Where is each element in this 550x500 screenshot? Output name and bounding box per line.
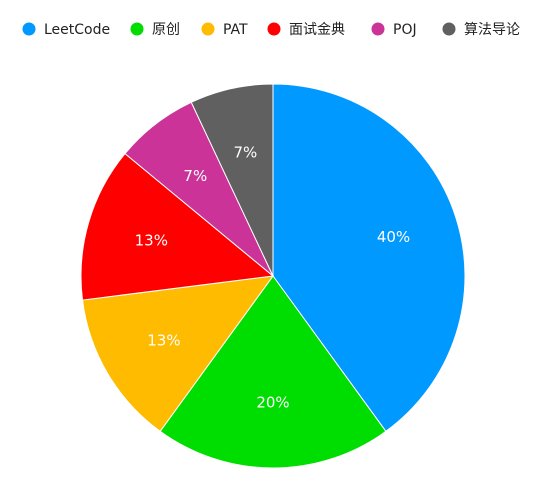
- legend-item[interactable]: 算法导论: [442, 22, 521, 38]
- pie-slice[interactable]: [159, 275, 387, 469]
- legend-item[interactable]: 原创: [130, 22, 181, 38]
- legend-swatch: [22, 22, 36, 36]
- pie-slice[interactable]: [80, 152, 275, 301]
- slice-data-label: 13%: [147, 332, 180, 350]
- slice-data-label: 7%: [233, 143, 257, 161]
- pie-slice[interactable]: [190, 83, 274, 277]
- slice-data-label: 13%: [135, 232, 168, 250]
- legend-swatch: [130, 22, 144, 36]
- legend-swatch: [371, 22, 385, 36]
- pie-slices: [80, 83, 466, 469]
- legend-label: 原创: [152, 22, 180, 38]
- legend-item[interactable]: LeetCode: [22, 22, 111, 38]
- pie-data-labels: 40% 20% 13% 13% 7% 7%: [135, 143, 411, 411]
- legend-label: 面试金典: [289, 22, 345, 38]
- pie-slice[interactable]: [81, 275, 275, 433]
- legend-swatch: [442, 22, 456, 36]
- legend-label: PAT: [223, 22, 248, 38]
- slice-data-label: 40%: [377, 228, 410, 246]
- legend-item[interactable]: PAT: [201, 22, 249, 38]
- legend-item[interactable]: POJ: [371, 22, 417, 38]
- slice-data-label: 7%: [183, 167, 207, 185]
- legend-label: LeetCode: [44, 22, 110, 38]
- legend: LeetCode 原创 PAT 面试金典 POJ 算法导论: [22, 22, 521, 38]
- pie-slice[interactable]: [272, 83, 466, 433]
- legend-item[interactable]: 面试金典: [267, 22, 346, 38]
- legend-swatch: [267, 22, 281, 36]
- legend-label: POJ: [393, 22, 417, 38]
- legend-label: 算法导论: [464, 22, 520, 38]
- slice-data-label: 20%: [256, 394, 289, 412]
- legend-swatch: [201, 22, 215, 36]
